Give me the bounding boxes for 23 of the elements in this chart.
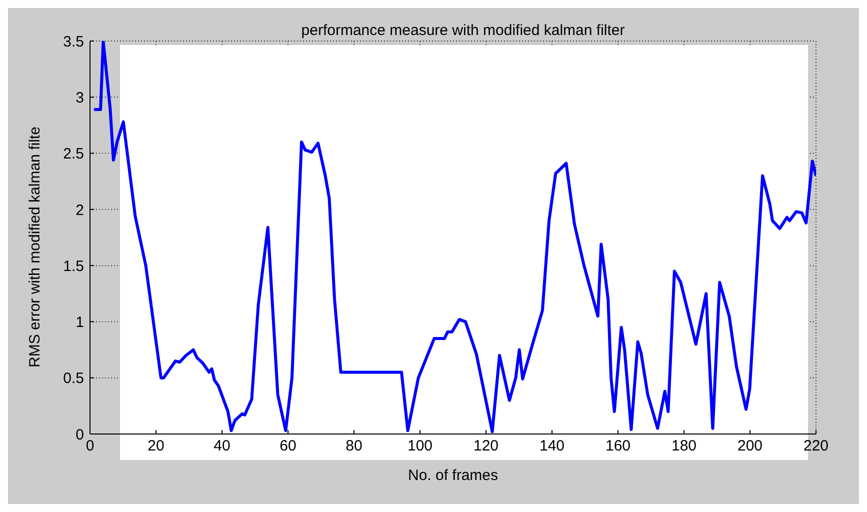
- x-tick-label: 100: [407, 438, 433, 455]
- x-tick-label: 80: [346, 438, 362, 455]
- x-tick-label: 180: [671, 438, 697, 455]
- x-tick-label: 20: [148, 438, 164, 455]
- y-tick-label: 0: [76, 426, 84, 444]
- x-tick-label: 160: [605, 438, 631, 455]
- y-axis-title: RMS error with modified kalman filte: [26, 126, 44, 368]
- y-tick-label: 2: [76, 202, 84, 219]
- y-tick-label: 1.5: [63, 258, 84, 275]
- y-tick-label: 3.5: [63, 33, 84, 50]
- x-tick-label: 220: [803, 438, 829, 455]
- y-tick-label: 0.5: [63, 370, 84, 388]
- x-tick-label: 40: [214, 438, 230, 455]
- line-series: [92, 41, 816, 434]
- x-tick-label: 140: [539, 438, 565, 455]
- chart-title: performance measure with modified kalman filter: [300, 22, 626, 39]
- x-tick-label: 120: [473, 438, 499, 455]
- y-tick-label: 2.5: [63, 146, 84, 163]
- y-tick-label: 3: [76, 89, 84, 106]
- y-tick-label: 1: [76, 314, 84, 332]
- x-tick-label: 200: [737, 438, 763, 455]
- x-axis-title: No. of frames: [408, 467, 498, 484]
- x-tick-label: 60: [280, 438, 296, 455]
